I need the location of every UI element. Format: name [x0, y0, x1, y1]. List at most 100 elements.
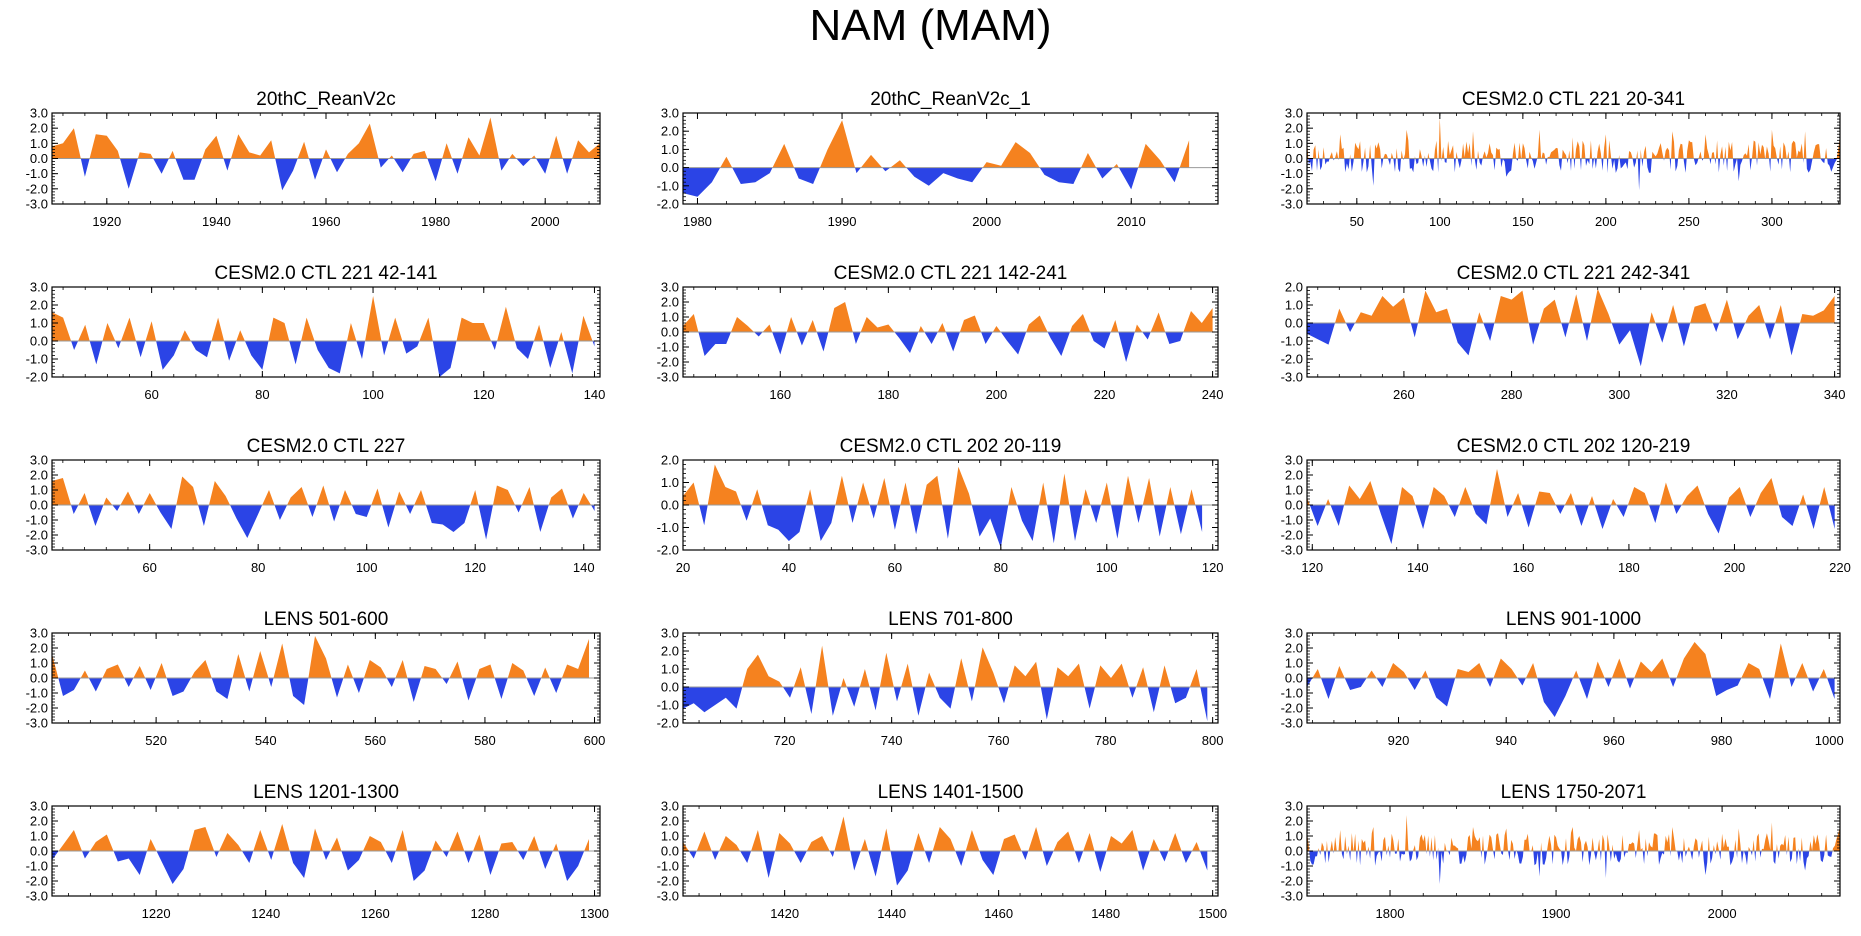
positive-area — [683, 302, 1213, 332]
y-tick-label: 2.0 — [30, 641, 48, 656]
y-tick-label: -1.0 — [657, 859, 679, 874]
y-tick-label: -2.0 — [26, 370, 48, 385]
x-tick-label: 100 — [362, 387, 384, 402]
panel-title: CESM2.0 CTL 202 120-219 — [1457, 436, 1691, 457]
x-tick-label: 180 — [878, 387, 900, 402]
x-tick-label: 100 — [1096, 560, 1118, 575]
y-tick-label: 0.0 — [30, 334, 48, 349]
negative-area — [71, 341, 595, 377]
y-tick-label: -2.0 — [657, 355, 679, 370]
positive-area — [1307, 815, 1840, 851]
negative-area — [1307, 323, 1800, 367]
y-tick-label: 3.0 — [30, 106, 48, 121]
y-tick-label: 3.0 — [1285, 626, 1303, 641]
y-tick-label: 2.0 — [661, 644, 679, 659]
y-tick-label: -1.0 — [26, 859, 48, 874]
x-tick-label: 1240 — [251, 906, 280, 921]
x-tick-label: 120 — [464, 560, 486, 575]
y-tick-label: -1.0 — [26, 686, 48, 701]
y-tick-label: -2.0 — [657, 543, 679, 558]
panel-title: CESM2.0 CTL 202 20-119 — [840, 436, 1062, 457]
y-tick-label: -1.0 — [1281, 686, 1303, 701]
x-tick-label: 20 — [676, 560, 690, 575]
y-tick-label: 3.0 — [1285, 106, 1303, 121]
negative-area — [1309, 851, 1833, 884]
positive-area — [52, 476, 591, 505]
x-tick-label: 100 — [356, 560, 378, 575]
x-tick-label: 80 — [994, 560, 1008, 575]
y-tick-label: -3.0 — [1281, 197, 1303, 212]
y-tick-label: -1.0 — [657, 178, 679, 193]
x-tick-label: 60 — [142, 560, 156, 575]
x-tick-label: 200 — [1595, 214, 1617, 229]
y-tick-label: -1.0 — [657, 520, 679, 535]
y-tick-label: 3.0 — [661, 106, 679, 121]
x-tick-label: 980 — [1711, 733, 1733, 748]
y-tick-label: -3.0 — [26, 197, 48, 212]
y-tick-label: -3.0 — [26, 543, 48, 558]
y-tick-label: 0.0 — [1285, 844, 1303, 859]
y-tick-label: 2.0 — [30, 468, 48, 483]
x-tick-label: 140 — [584, 387, 606, 402]
panel-title: CESM2.0 CTL 221 142-241 — [834, 263, 1068, 284]
y-tick-label: 0.0 — [30, 498, 48, 513]
y-tick-label: -3.0 — [1281, 716, 1303, 731]
x-tick-label: 140 — [1407, 560, 1429, 575]
chart-panel-4: CESM2.0 CTL 221 42-141 3.0 2.0 1.0 0.0 -1.0 -2… — [26, 263, 606, 402]
y-tick-label: 1.0 — [30, 829, 48, 844]
chart-panel-3: CESM2.0 CTL 221 20-341 3.02.01.00.0-1.0-2… — [1281, 89, 1841, 229]
panel-title: LENS 901-1000 — [1506, 609, 1641, 630]
chart-panel-10: LENS 501-600 3.02.01.00.0-1.0-2.0-3.0 520 5… — [26, 609, 606, 748]
x-tick-label: 740 — [881, 733, 903, 748]
y-tick-label: -2.0 — [1281, 701, 1303, 716]
x-tick-label: 1300 — [580, 906, 609, 921]
y-tick-label: 1.0 — [1285, 298, 1303, 313]
chart-panel-14: LENS 1401-1500 3.02.01.00.0-1.0-2.0-3.0 14… — [657, 782, 1228, 921]
y-tick-label: 2.0 — [30, 814, 48, 829]
y-tick-label: 1.0 — [661, 142, 679, 157]
x-tick-label: 200 — [986, 387, 1008, 402]
chart-panel-13: LENS 1201-1300 3.02.01.00.0-1.0-2.0-3.0 12… — [26, 782, 609, 921]
positive-area — [1307, 469, 1829, 505]
positive-area — [1312, 642, 1828, 678]
y-tick-label: 0.0 — [661, 498, 679, 513]
positive-area — [58, 824, 590, 851]
negative-area — [1307, 678, 1835, 717]
y-tick-label: 1.0 — [661, 310, 679, 325]
y-tick-label: 0.0 — [1285, 151, 1303, 166]
plot-frame — [682, 632, 1219, 724]
x-tick-label: 2000 — [972, 214, 1001, 229]
chart-panel-2: 20thC_ReanV2c_1 3.0 2.0 1.0 0.0 -1.0 -2.0 1980 1… — [657, 89, 1219, 229]
x-tick-label: 2000 — [531, 214, 560, 229]
x-tick-label: 760 — [988, 733, 1010, 748]
panel-title: 20thC_ReanV2c — [256, 89, 395, 110]
y-tick-label: 0.0 — [1285, 498, 1303, 513]
y-tick-label: -3.0 — [26, 716, 48, 731]
negative-area — [71, 505, 595, 540]
y-tick-label: -3.0 — [1281, 889, 1303, 904]
chart-panel-15: LENS 1750-2071 3.02.01.00.0-1.0-2.0-3.0 18… — [1281, 782, 1841, 921]
x-tick-label: 540 — [255, 733, 277, 748]
negative-area — [698, 332, 1184, 362]
positive-area — [52, 296, 593, 341]
y-tick-label: 3.0 — [661, 799, 679, 814]
positive-area — [1335, 288, 1835, 323]
y-tick-label: 0.0 — [661, 680, 679, 695]
y-tick-label: -3.0 — [1281, 543, 1303, 558]
x-tick-label: 240 — [1202, 387, 1224, 402]
chart-panel-6: CESM2.0 CTL 221 242-341 2.0 1.0 0.0 -1.0 -2.0… — [1281, 263, 1846, 402]
x-tick-label: 1990 — [828, 214, 857, 229]
chart-panel-12: LENS 901-1000 3.02.01.00.0-1.0-2.0-3.0 920… — [1281, 609, 1844, 748]
y-tick-label: 3.0 — [30, 799, 48, 814]
y-tick-label: -2.0 — [1281, 181, 1303, 196]
y-tick-label: 0.0 — [30, 844, 48, 859]
positive-area — [52, 636, 589, 678]
x-tick-label: 1980 — [421, 214, 450, 229]
positive-area — [683, 464, 1196, 505]
x-tick-label: 120 — [473, 387, 495, 402]
x-tick-label: 960 — [1603, 733, 1625, 748]
x-tick-label: 800 — [1202, 733, 1224, 748]
x-tick-label: 2010 — [1117, 214, 1146, 229]
y-tick-label: -3.0 — [657, 370, 679, 385]
x-tick-label: 1940 — [202, 214, 231, 229]
